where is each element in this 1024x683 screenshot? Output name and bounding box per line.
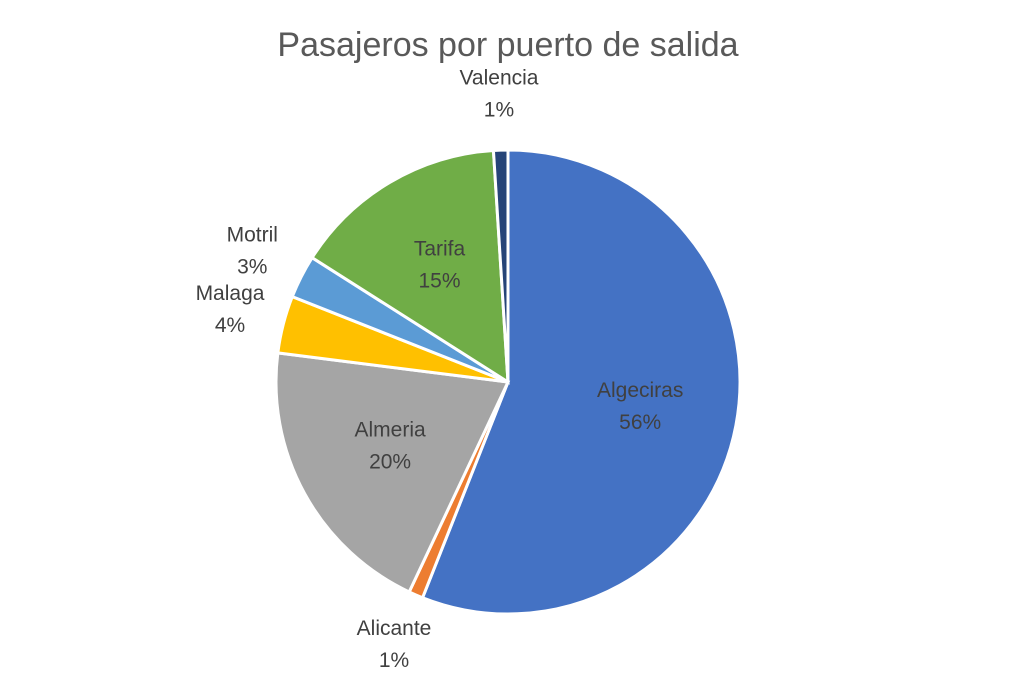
pie-slice [420,148,742,616]
slice-label: Malaga [196,282,265,305]
pie-slice [491,148,510,383]
slice-label: Tarifa [414,238,466,261]
slice-label: Algeciras [597,379,683,402]
pie-slice [274,351,511,594]
slice-label: Valencia [459,67,538,90]
slice-value: 1% [484,99,514,122]
slice-label: Almeria [354,418,426,441]
slice-value: 20% [369,450,411,473]
slice-value: 56% [619,411,661,434]
slice-value: 1% [379,649,409,672]
slice-value: 15% [418,270,460,293]
slice-label: Motril [227,223,278,246]
pie-slice [310,148,510,385]
slice-value: 4% [215,314,245,337]
slice-value: 3% [237,255,267,278]
slice-label: Alicante [357,617,432,640]
chart-title: Pasajeros por puerto de salida [277,26,738,64]
